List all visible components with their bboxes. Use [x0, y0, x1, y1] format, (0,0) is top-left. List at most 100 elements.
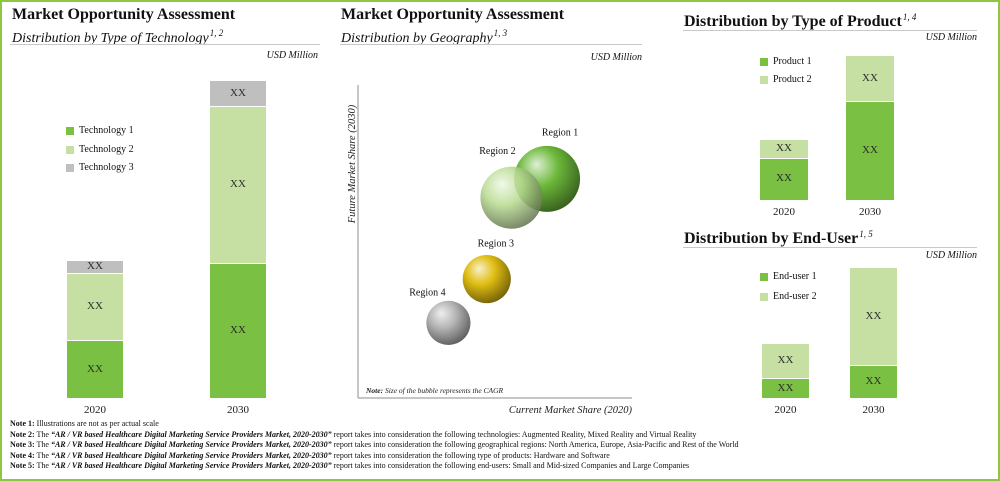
legend-item-end-user-2: End-user 2 [760, 291, 817, 303]
bubble-size-note: Note: Size of the bubble represents the … [365, 386, 504, 395]
footnote-label: Note 1: [10, 419, 35, 428]
x-tick-label-2030: 2030 [859, 206, 881, 218]
footnote-lead: The [36, 440, 49, 449]
bar-segment-end-user-1-2020: XX [762, 378, 809, 398]
bubble-label-region-2: Region 2 [479, 146, 515, 157]
footnote-reference: 1, 4 [902, 12, 917, 22]
bar-segment-end-user-2-2030: XX [850, 267, 897, 366]
unit-label: USD Million [925, 32, 977, 43]
bar-value-label: XX [87, 259, 103, 272]
x-tick-label-2020: 2020 [773, 206, 795, 218]
geography-chart-title: Market Opportunity Assessment [341, 6, 565, 23]
bar-value-label: XX [777, 354, 794, 367]
x-tick-label-2020: 2020 [774, 404, 797, 416]
bubble-label-region-3: Region 3 [478, 239, 514, 250]
footnote-text: report takes into consideration the foll… [333, 440, 739, 449]
note-label: Note: [365, 386, 383, 395]
product-chart-title: Distribution by Type of Product1, 4 [684, 8, 916, 31]
bar-value-label: XX [87, 300, 103, 312]
footnote-1: Note 1: Illustrations are not as per act… [10, 419, 738, 430]
technology-chart-subtitle: Distribution by Type of Technology1, 2 [12, 25, 223, 47]
x-tick-label-2030: 2030 [862, 404, 885, 416]
bar-value-label: XX [230, 178, 246, 191]
legend-swatch [760, 76, 768, 84]
footnote-reference: 1, 3 [493, 28, 508, 38]
footnote-label: Note 5: [10, 461, 35, 470]
footnote-text: Illustrations are not as per actual scal… [36, 419, 159, 428]
bubble-region-2 [480, 166, 543, 229]
bar-segment-end-user-1-2030: XX [850, 365, 897, 398]
legend-swatch [66, 127, 74, 135]
legend-swatch [66, 164, 74, 172]
title-divider [340, 44, 642, 45]
note-text: Size of the bubble represents the CAGR [385, 386, 504, 395]
bar-segment-technology-2-2020: XX [67, 272, 123, 341]
bar-segment-product-2-2020: XX [760, 139, 808, 158]
title-text: Distribution by End-User [684, 230, 859, 247]
y-axis-label: Future Market Share (2030) [347, 104, 358, 224]
bar-segment-technology-1-2030: XX [210, 263, 266, 398]
bar-value-label: XX [865, 309, 882, 322]
technology-chart-title: Market Opportunity Assessment [12, 6, 236, 23]
geography-bubble-chart: Future Market Share (2030) Current Marke… [347, 85, 633, 416]
unit-label: USD Million [266, 50, 318, 61]
footnote-text: report takes into consideration the foll… [333, 450, 610, 460]
bar-segment-technology-1-2020: XX [67, 340, 123, 398]
legend-label: Product 2 [773, 74, 812, 85]
bar-value-label: XX [862, 71, 878, 84]
footnote-5: Note 5: The “AR / VR based Healthcare Di… [10, 461, 738, 472]
bar-segment-technology-2-2030: XX [210, 105, 266, 264]
report-title: “AR / VR based Healthcare Digital Market… [50, 429, 332, 439]
x-tick-label-2030: 2030 [227, 404, 249, 416]
footnote-label: Note 4: [10, 450, 35, 460]
legend-label: Product 1 [773, 56, 812, 67]
report-title: “AR / VR based Healthcare Digital Market… [50, 440, 332, 449]
legend-item-technology-3: Technology 3 [66, 162, 134, 174]
end-user-stacked-bar-chart: XX XX 2020 XX XX 2030 [740, 267, 940, 416]
footnote-text: report takes into consideration the foll… [333, 461, 690, 470]
legend-swatch [760, 273, 768, 281]
bubble-label-region-4: Region 4 [409, 287, 445, 298]
footnote-lead: The [36, 461, 49, 470]
bar-segment-product-2-2030: XX [846, 55, 894, 102]
footnotes: Note 1: Illustrations are not as per act… [10, 419, 738, 472]
bar-segment-product-1-2020: XX [760, 157, 808, 200]
subtitle-text: Distribution by Geography [341, 31, 493, 46]
bar-segment-end-user-2-2020: XX [762, 342, 809, 379]
report-title: “AR / VR based Healthcare Digital Market… [50, 461, 332, 470]
bar-segment-technology-3-2020: XX [67, 259, 123, 273]
title-divider [10, 44, 320, 45]
bar-value-label: XX [776, 142, 792, 155]
title-divider [683, 247, 977, 248]
geography-chart-subtitle: Distribution by Geography1, 3 [341, 25, 507, 47]
bar-segment-product-1-2030: XX [846, 101, 894, 200]
bar-value-label: XX [87, 362, 103, 375]
footnote-lead: The [36, 450, 49, 460]
legend-label: End-user 2 [773, 291, 817, 302]
legend-item-end-user-1: End-user 1 [760, 271, 817, 283]
technology-stacked-bar-chart: XX XX XX 2020 XX XX XX 2030 [40, 77, 310, 416]
x-axis-label: Current Market Share (2020) [509, 405, 633, 416]
title-text: Distribution by Type of Product [684, 13, 902, 30]
bar-value-label: XX [230, 86, 246, 99]
legend-swatch [66, 146, 74, 154]
footnote-text: report takes into consideration the foll… [333, 429, 697, 439]
bubble-region-4 [426, 300, 471, 345]
footnote-label: Note 2: [10, 429, 35, 439]
title-divider [683, 30, 977, 31]
legend-label: Technology 2 [79, 144, 134, 155]
bar-value-label: XX [777, 381, 794, 394]
bar-value-label: XX [776, 172, 792, 185]
legend-label: Technology 3 [79, 162, 134, 173]
legend-item-product-1: Product 1 [760, 56, 812, 68]
unit-label: USD Million [590, 52, 642, 63]
legend-item-product-2: Product 2 [760, 74, 812, 86]
legend-item-technology-1: Technology 1 [66, 125, 134, 137]
footnote-lead: The [36, 429, 49, 439]
product-stacked-bar-chart: XX XX 2020 XX XX 2030 [740, 55, 940, 218]
legend-item-technology-2: Technology 2 [66, 144, 134, 156]
footnote-3: Note 3: The “AR / VR based Healthcare Di… [10, 440, 738, 451]
bubble-label-region-1: Region 1 [542, 127, 578, 138]
legend-swatch [760, 58, 768, 66]
